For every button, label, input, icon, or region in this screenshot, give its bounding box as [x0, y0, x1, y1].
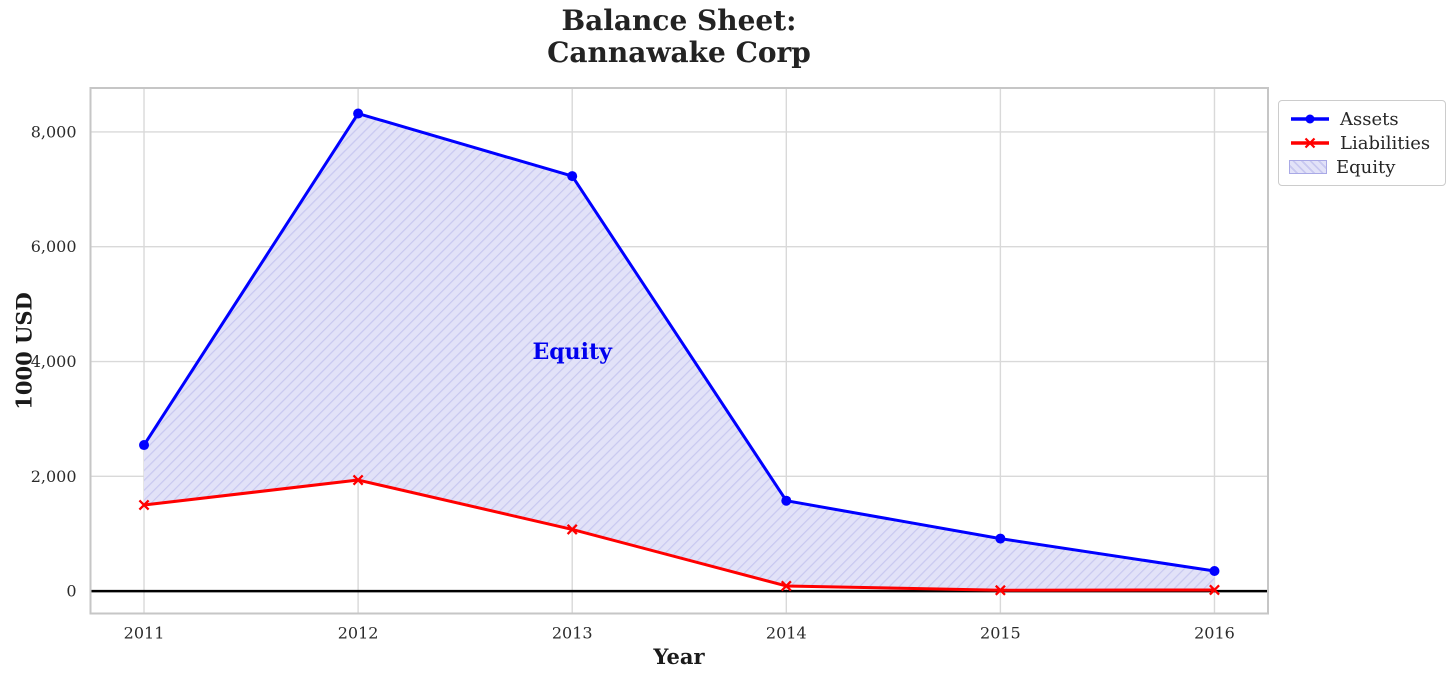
legend-label-liabilities: Liabilities — [1340, 132, 1431, 154]
x-tick-label: 2016 — [1194, 624, 1235, 643]
assets-marker — [567, 171, 578, 182]
y-tick-label: 6,000 — [31, 237, 77, 256]
y-tick-label: 2,000 — [31, 467, 77, 486]
assets-marker — [139, 440, 150, 451]
y-tick-label: 4,000 — [31, 352, 77, 371]
liabilities-marker — [352, 474, 364, 486]
y-tick-label: 0 — [66, 582, 76, 601]
liabilities-line — [143, 478, 1215, 592]
equity-area — [144, 113, 1215, 591]
legend-label-equity: Equity — [1336, 156, 1396, 178]
liabilities-marker — [138, 499, 150, 511]
liabilities-marker — [780, 580, 792, 592]
x-tick-label: 2012 — [338, 624, 379, 643]
y-tick-label: 8,000 — [31, 122, 77, 141]
legend-item-assets: Assets — [1289, 107, 1435, 131]
liabilities-marker — [994, 584, 1006, 596]
legend-item-liabilities: Liabilities — [1289, 131, 1435, 155]
liabilities-marker — [1209, 584, 1220, 596]
page-title: Balance Sheet: Cannawake Corp — [90, 5, 1268, 69]
assets-line — [142, 112, 1215, 573]
x-axis-label: Year — [653, 644, 705, 669]
equity-hatch-sample-icon — [1289, 160, 1327, 174]
assets-line-sample-icon — [1291, 114, 1329, 124]
x-tick-label: 2011 — [124, 624, 165, 643]
x-tick-label: 2015 — [980, 624, 1021, 643]
legend-item-equity: Equity — [1289, 155, 1435, 179]
title-line-1: Balance Sheet: — [561, 4, 797, 37]
legend-label-assets: Assets — [1340, 108, 1399, 130]
assets-marker — [781, 495, 792, 506]
x-tick-label: 2013 — [552, 624, 593, 643]
liabilities-line-sample-icon — [1291, 137, 1329, 149]
plot-border — [89, 87, 1269, 615]
y-axis-label: 1000 USD — [11, 292, 37, 410]
liabilities-marker — [566, 523, 578, 535]
legend: Assets Liabilities Equity — [1278, 100, 1446, 186]
x-tick-label: 2014 — [766, 624, 807, 643]
equity-annotation: Equity — [532, 339, 612, 366]
assets-marker — [353, 108, 364, 119]
assets-marker — [1209, 566, 1220, 577]
assets-marker — [995, 533, 1006, 544]
title-line-2: Cannawake Corp — [547, 36, 811, 69]
